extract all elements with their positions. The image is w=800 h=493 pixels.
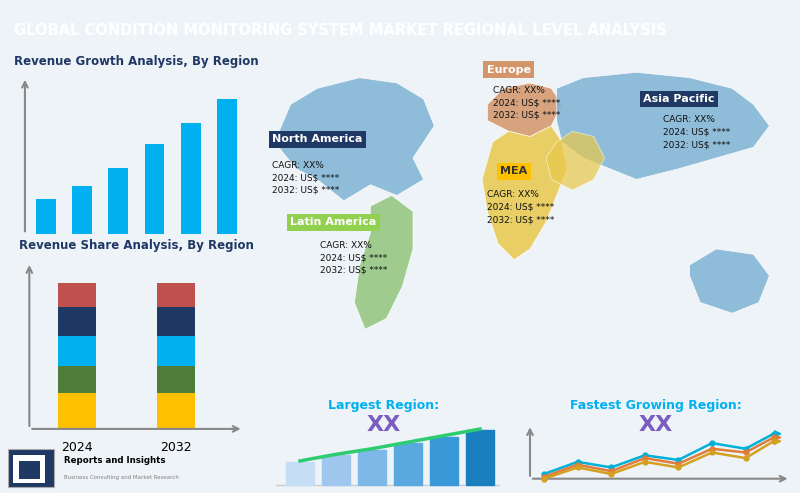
Polygon shape — [487, 83, 562, 137]
Text: 2032: 2032 — [160, 441, 192, 454]
Bar — [145, 144, 165, 234]
Bar — [58, 282, 96, 307]
Text: MEA: MEA — [501, 166, 528, 176]
Bar — [181, 123, 201, 234]
FancyBboxPatch shape — [18, 461, 40, 479]
Bar — [358, 450, 386, 485]
Text: Asia Pacific: Asia Pacific — [643, 94, 714, 104]
Title: Revenue Growth Analysis, By Region: Revenue Growth Analysis, By Region — [14, 55, 258, 68]
Text: Fastest Growing Region:: Fastest Growing Region: — [570, 399, 742, 412]
Text: Largest Region:: Largest Region: — [329, 399, 439, 412]
Polygon shape — [690, 249, 770, 313]
Text: Business Consulting and Market Research: Business Consulting and Market Research — [64, 475, 179, 480]
Polygon shape — [482, 126, 567, 260]
Bar — [158, 365, 195, 393]
Bar — [466, 430, 494, 485]
Bar — [394, 443, 422, 485]
Bar — [430, 437, 458, 485]
Text: XX: XX — [639, 415, 673, 435]
FancyBboxPatch shape — [8, 449, 54, 488]
Text: XX: XX — [367, 415, 401, 435]
Title: Revenue Share Analysis, By Region: Revenue Share Analysis, By Region — [19, 240, 254, 252]
Bar — [72, 185, 92, 234]
Bar — [286, 462, 314, 485]
Bar — [58, 365, 96, 393]
Text: CAGR: XX%
2024: US$ ****
2032: US$ ****: CAGR: XX% 2024: US$ **** 2032: US$ **** — [487, 190, 555, 224]
Text: Europe: Europe — [486, 65, 530, 74]
Text: North America: North America — [272, 134, 362, 144]
Bar — [58, 393, 96, 429]
Text: 2024: 2024 — [61, 441, 93, 454]
Polygon shape — [354, 195, 413, 329]
Polygon shape — [557, 72, 770, 179]
Polygon shape — [274, 78, 434, 201]
Text: CAGR: XX%
2024: US$ ****
2032: US$ ****: CAGR: XX% 2024: US$ **** 2032: US$ **** — [663, 115, 730, 149]
Polygon shape — [546, 131, 605, 190]
Text: GLOBAL CONDITION MONITORING SYSTEM MARKET REGIONAL LEVEL ANALYSIS: GLOBAL CONDITION MONITORING SYSTEM MARKE… — [14, 23, 667, 37]
Bar — [58, 307, 96, 336]
Bar — [36, 199, 56, 234]
Bar — [322, 456, 350, 485]
Text: CAGR: XX%
2024: US$ ****
2032: US$ ****: CAGR: XX% 2024: US$ **** 2032: US$ **** — [320, 241, 387, 275]
Bar — [108, 168, 128, 234]
Text: CAGR: XX%
2024: US$ ****
2032: US$ ****: CAGR: XX% 2024: US$ **** 2032: US$ **** — [272, 161, 339, 195]
Bar — [217, 99, 237, 234]
FancyBboxPatch shape — [14, 456, 45, 483]
Bar — [158, 282, 195, 307]
Bar — [158, 336, 195, 365]
Bar — [158, 307, 195, 336]
Text: Latin America: Latin America — [290, 217, 376, 227]
Bar — [58, 336, 96, 365]
Bar — [158, 393, 195, 429]
Text: Reports and Insights: Reports and Insights — [64, 456, 166, 465]
Text: CAGR: XX%
2024: US$ ****
2032: US$ ****: CAGR: XX% 2024: US$ **** 2032: US$ **** — [493, 86, 560, 120]
